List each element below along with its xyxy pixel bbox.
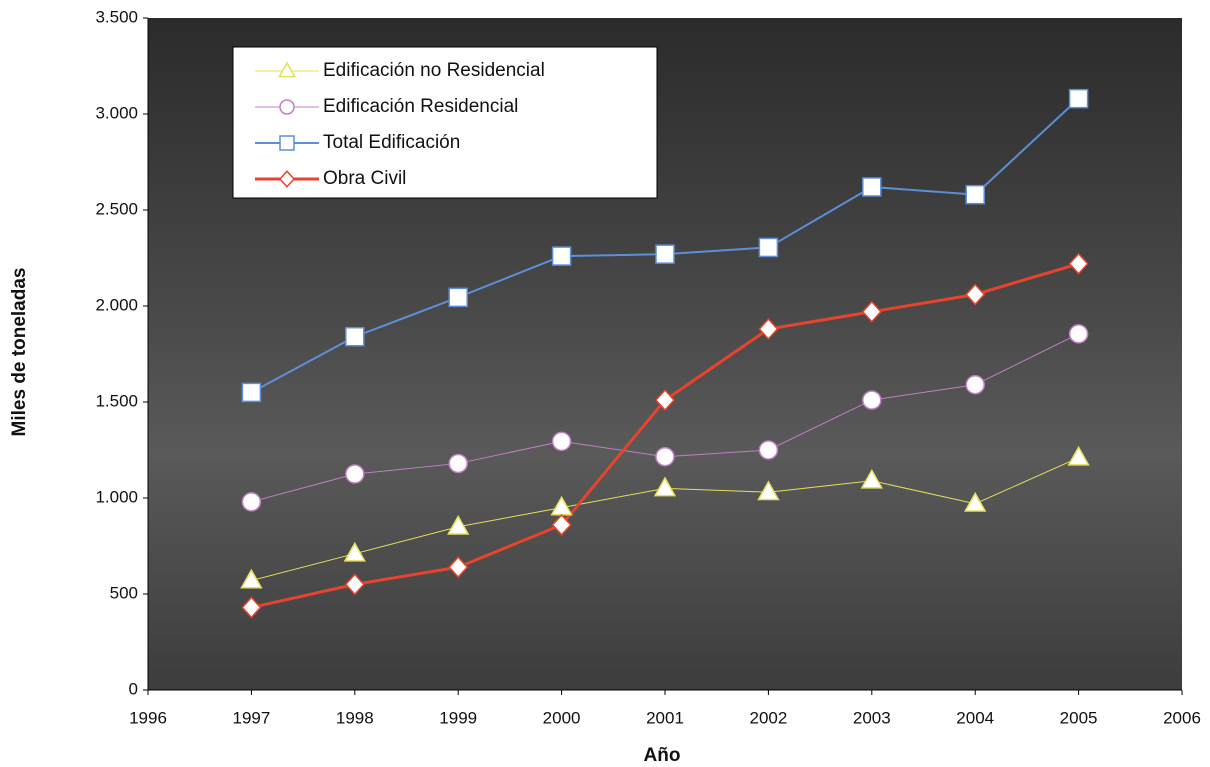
y-tick-label: 1.500: [95, 391, 138, 410]
y-tick-label: 0: [129, 679, 138, 698]
data-point: [655, 244, 675, 264]
data-point: [757, 480, 780, 501]
data-point: [862, 390, 882, 410]
x-tick-label: 2000: [543, 708, 581, 727]
data-point: [448, 556, 469, 579]
data-point: [758, 318, 779, 341]
data-point: [965, 184, 985, 205]
data-point: [241, 492, 262, 512]
data-point: [758, 237, 779, 258]
legend-text: Edificación Residencial: [323, 96, 518, 117]
data-point: [551, 431, 572, 452]
data-point: [653, 476, 677, 497]
data-point: [241, 382, 262, 403]
x-tick-label: 2003: [853, 708, 891, 727]
data-point: [1068, 252, 1089, 275]
data-point: [343, 541, 366, 562]
data-point: [345, 464, 365, 484]
legend: [232, 46, 658, 199]
legend-marker: [279, 135, 295, 151]
x-tick-label: 2001: [646, 708, 684, 727]
legend-marker: [278, 170, 296, 188]
data-point: [345, 326, 365, 347]
data-point: [551, 513, 572, 536]
x-tick-label: 1996: [129, 708, 167, 727]
x-tick-label: 2006: [1163, 708, 1201, 727]
x-tick-label: 2005: [1060, 708, 1098, 727]
x-tick-label: 1998: [336, 708, 374, 727]
legend-text: Total Edificación: [323, 132, 460, 153]
data-point: [655, 446, 675, 467]
legend-marker: [278, 61, 296, 78]
data-point: [1067, 445, 1090, 466]
floor: [148, 460, 1182, 690]
y-axis-title: Miles de toneladas: [9, 268, 30, 437]
y-tick-label: 500: [110, 583, 138, 602]
data-point: [965, 283, 986, 306]
data-point: [1068, 324, 1089, 344]
x-tick-label: 1999: [439, 708, 477, 727]
x-tick-label: 1997: [232, 708, 270, 727]
data-point: [965, 374, 985, 395]
data-point: [241, 596, 262, 619]
y-tick-label: 2.500: [95, 199, 138, 218]
x-tick-label: 2004: [956, 708, 994, 727]
data-point: [344, 573, 365, 596]
data-point: [861, 300, 882, 323]
data-point: [1068, 88, 1089, 109]
data-point: [240, 568, 263, 589]
data-point: [654, 389, 676, 412]
data-point: [448, 453, 468, 474]
data-point: [447, 514, 470, 535]
data-point: [964, 491, 987, 512]
legend-text: Edificación no Residencial: [323, 60, 545, 81]
y-tick-label: 3.500: [95, 7, 138, 26]
data-point: [758, 440, 779, 460]
x-axis-title: Año: [644, 745, 681, 766]
data-point: [448, 287, 468, 308]
legend-marker: [279, 99, 295, 115]
y-tick-label: 2.000: [95, 295, 138, 314]
data-point: [862, 177, 882, 197]
x-tick-label: 2002: [749, 708, 787, 727]
y-tick-label: 1.000: [95, 487, 138, 506]
data-point: [860, 468, 883, 489]
data-point: [551, 246, 572, 266]
y-tick-label: 3.000: [95, 103, 138, 122]
legend-text: Obra Civil: [323, 168, 406, 189]
